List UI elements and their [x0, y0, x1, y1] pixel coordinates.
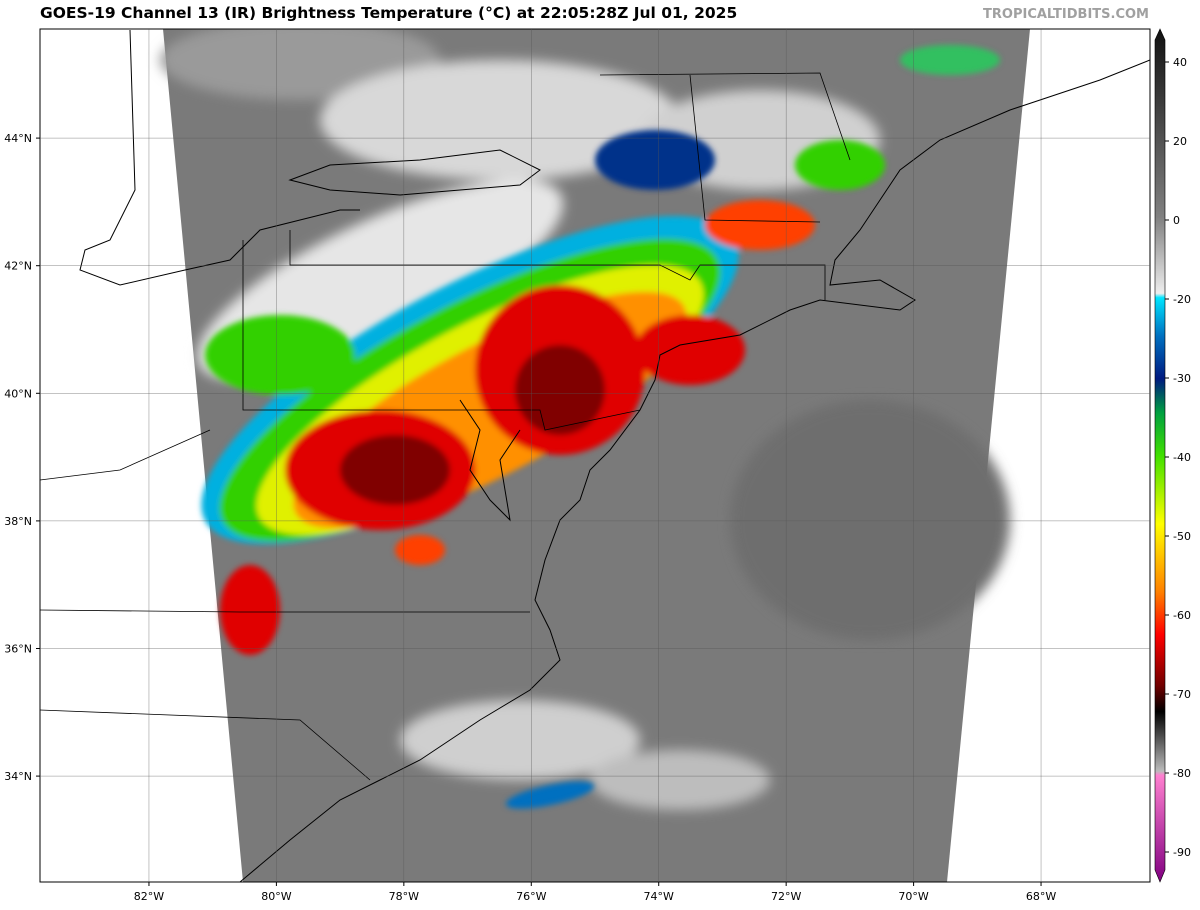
x-tick-label: 80°W [261, 890, 291, 903]
colorbar-tick-label: -80 [1173, 767, 1191, 780]
x-tick-label: 76°W [516, 890, 546, 903]
colorbar-tick-label: -90 [1173, 846, 1191, 859]
colorbar-tick-label: 20 [1173, 135, 1187, 148]
colorbar-tick-label: -20 [1173, 293, 1191, 306]
colorbar-tick-label: -40 [1173, 451, 1191, 464]
coastlines [79, 29, 1150, 882]
colorbar-tick-label: -50 [1173, 530, 1191, 543]
colorbar-tick-label: 40 [1173, 56, 1187, 69]
x-tick-label: 72°W [771, 890, 801, 903]
colorbar-tick-label: 0 [1173, 214, 1180, 227]
map-area [40, 29, 1150, 882]
cloud-layer [160, 29, 1010, 810]
x-tick-label: 68°W [1026, 890, 1056, 903]
y-tick-label: 44°N [4, 132, 32, 145]
colorbar [1154, 28, 1166, 883]
map-frame [39, 28, 1151, 883]
y-tick-label: 42°N [4, 260, 32, 273]
y-tick-label: 40°N [4, 387, 32, 400]
y-tick-label: 38°N [4, 515, 32, 528]
title: GOES-19 Channel 13 (IR) Brightness Tempe… [40, 4, 737, 22]
borders [40, 72, 851, 781]
credit: TROPICALTIDBITS.COM [983, 7, 1149, 22]
x-tick-label: 74°W [644, 890, 674, 903]
x-tick-label: 78°W [389, 890, 419, 903]
convection [201, 45, 1000, 809]
x-tick-label: 70°W [898, 890, 928, 903]
colorbar-tick-label: -60 [1173, 609, 1191, 622]
x-tick-label: 82°W [134, 890, 164, 903]
y-tick-label: 36°N [4, 642, 32, 655]
colorbar-tick-label: -30 [1173, 372, 1191, 385]
y-tick-label: 34°N [4, 770, 32, 783]
colorbar-tick-label: -70 [1173, 688, 1191, 701]
